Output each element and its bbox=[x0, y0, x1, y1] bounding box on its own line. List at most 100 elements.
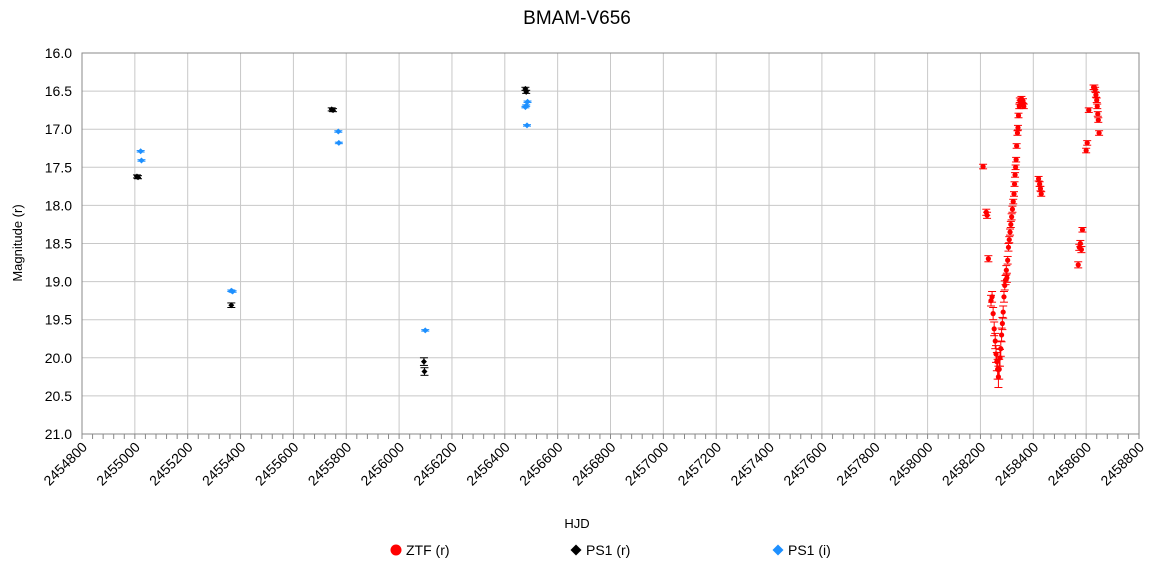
data-point bbox=[330, 107, 337, 114]
data-point bbox=[1008, 221, 1014, 228]
y-axis-title: Magnitude (r) bbox=[10, 204, 25, 281]
y-tick-label: 16.5 bbox=[45, 83, 72, 99]
data-point bbox=[137, 148, 144, 155]
data-point bbox=[1020, 98, 1026, 104]
data-point bbox=[1095, 117, 1101, 123]
data-point bbox=[1096, 130, 1102, 136]
data-point bbox=[985, 256, 991, 262]
data-point bbox=[1035, 176, 1042, 182]
legend-marker bbox=[390, 544, 402, 556]
data-point bbox=[1015, 112, 1022, 119]
data-point bbox=[1000, 309, 1006, 315]
data-point bbox=[980, 163, 986, 170]
data-point bbox=[1012, 164, 1019, 170]
y-tick-label: 16.0 bbox=[45, 45, 72, 61]
x-axis-title: HJD bbox=[564, 516, 589, 531]
legend: ZTF (r) PS1 (r) PS1 (i) bbox=[390, 542, 831, 558]
data-point bbox=[996, 366, 1002, 372]
grid-lines bbox=[81, 52, 1140, 435]
legend-item: PS1 (i) bbox=[772, 542, 831, 558]
data-point bbox=[1003, 267, 1009, 273]
data-point bbox=[523, 88, 530, 95]
series-ps1-r bbox=[132, 85, 531, 376]
series-ps1-i bbox=[136, 98, 532, 334]
data-point bbox=[422, 327, 429, 334]
data-point bbox=[989, 294, 995, 300]
x-minor-ticks bbox=[81, 434, 1140, 439]
data-point bbox=[1006, 237, 1012, 243]
data-point bbox=[335, 128, 342, 135]
data-point bbox=[1094, 103, 1100, 109]
data-point bbox=[1095, 111, 1101, 117]
data-point bbox=[1079, 227, 1086, 233]
data-point bbox=[1014, 143, 1020, 149]
data-point bbox=[138, 157, 145, 164]
data-point bbox=[1038, 191, 1044, 197]
legend-marker bbox=[772, 544, 784, 556]
data-point bbox=[1005, 244, 1012, 250]
data-point bbox=[1093, 92, 1099, 98]
legend-label: PS1 (i) bbox=[788, 542, 831, 558]
y-tick-label: 18.0 bbox=[45, 197, 72, 213]
data-point bbox=[1086, 107, 1092, 113]
data-point bbox=[998, 346, 1004, 352]
y-tick-label: 17.5 bbox=[45, 159, 72, 175]
data-point bbox=[998, 332, 1005, 338]
data-point bbox=[229, 288, 236, 295]
data-point bbox=[523, 122, 530, 129]
y-axis-ticks: 16.0 16.5 17.0 17.5 18.0 18.5 19.0 19.5 20.0 20.5… bbox=[45, 45, 72, 442]
data-point bbox=[1084, 140, 1090, 146]
data-point bbox=[1012, 172, 1018, 178]
data-point bbox=[1009, 206, 1016, 212]
data-point bbox=[1077, 240, 1083, 247]
data-point bbox=[1011, 191, 1017, 197]
y-tick-label: 21.0 bbox=[45, 426, 72, 442]
data-point bbox=[1014, 130, 1021, 136]
legend-label: ZTF (r) bbox=[406, 542, 450, 558]
data-point bbox=[995, 374, 1002, 380]
data-point bbox=[1007, 229, 1013, 235]
data-point bbox=[1002, 282, 1008, 289]
data-point bbox=[335, 139, 342, 146]
data-point bbox=[421, 368, 428, 375]
legend-item: ZTF (r) bbox=[390, 542, 450, 558]
data-point bbox=[994, 359, 1000, 365]
data-point bbox=[524, 98, 531, 105]
data-point bbox=[1005, 257, 1011, 263]
data-point bbox=[135, 174, 142, 181]
data-points bbox=[132, 84, 1104, 389]
series-ztf-r bbox=[979, 84, 1104, 389]
data-point bbox=[1013, 157, 1019, 163]
y-tick-label: 19.5 bbox=[45, 312, 72, 328]
legend-item: PS1 (r) bbox=[570, 542, 630, 558]
data-point bbox=[1004, 275, 1010, 281]
data-point bbox=[1001, 294, 1007, 300]
data-point bbox=[1092, 86, 1098, 93]
data-point bbox=[1015, 125, 1021, 131]
data-point bbox=[1037, 186, 1044, 192]
y-tick-label: 20.0 bbox=[45, 350, 72, 366]
chart-title: BMAM-V656 bbox=[523, 8, 631, 29]
y-tick-label: 17.0 bbox=[45, 121, 72, 137]
data-point bbox=[991, 326, 997, 332]
data-point bbox=[1037, 181, 1043, 187]
data-point bbox=[1075, 262, 1081, 268]
y-tick-label: 18.5 bbox=[45, 236, 72, 252]
data-point bbox=[1021, 103, 1027, 109]
data-point bbox=[984, 212, 990, 218]
data-point bbox=[990, 311, 996, 317]
data-point bbox=[1010, 198, 1016, 205]
data-point bbox=[992, 338, 998, 344]
data-point bbox=[999, 320, 1005, 327]
legend-label: PS1 (r) bbox=[586, 542, 630, 558]
data-point bbox=[1083, 147, 1089, 154]
data-point bbox=[420, 358, 427, 365]
data-point bbox=[1009, 214, 1015, 220]
y-tick-label: 19.0 bbox=[45, 274, 72, 290]
y-tick-label: 20.5 bbox=[45, 388, 72, 404]
data-point bbox=[1094, 97, 1100, 103]
legend-marker bbox=[570, 544, 582, 556]
data-point bbox=[1078, 246, 1084, 253]
